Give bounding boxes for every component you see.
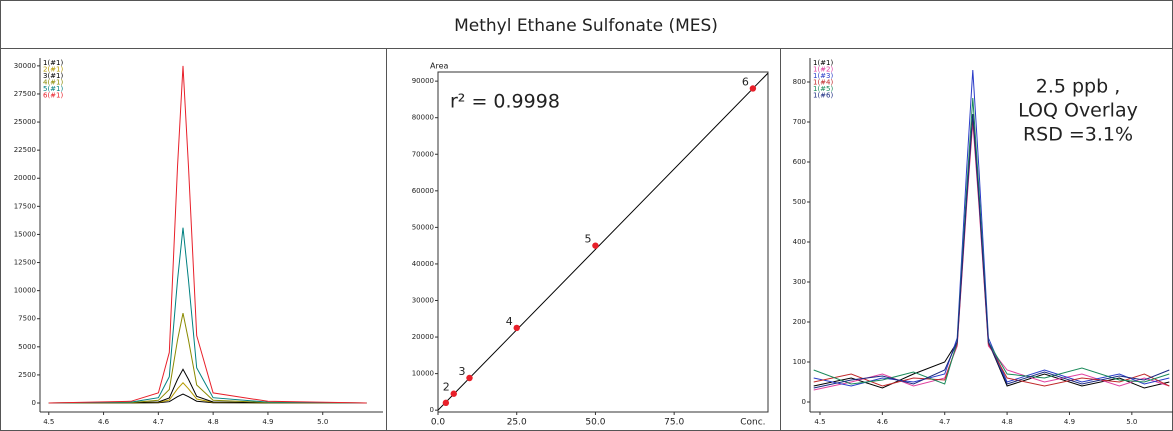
annotation: 2.5 ppb , (1036, 76, 1121, 98)
x-tick-label: 4.9 (1064, 418, 1075, 426)
y-tick-label: 22500 (14, 146, 36, 154)
y-tick-label: 800 (793, 78, 806, 86)
y-tick-label: 20000 (412, 333, 434, 341)
y-tick-label: 300 (793, 278, 806, 286)
y-tick-label: 5000 (18, 343, 36, 351)
point-label: 5 (584, 233, 591, 246)
point (749, 85, 757, 92)
y-tick-label: 27500 (14, 90, 36, 98)
x-tick-label: 5.0 (1126, 418, 1137, 426)
y-tick-label: 500 (793, 198, 806, 206)
legend-entry: 1(#1) (813, 59, 834, 67)
point-label: 4 (506, 315, 513, 328)
x-tick-label: 4.6 (877, 418, 889, 426)
legend-entry: 6(#1) (43, 92, 64, 100)
legend-entry: 3(#1) (43, 72, 64, 80)
point (450, 390, 457, 397)
y-tick-label: 400 (793, 238, 806, 246)
point (592, 242, 599, 249)
point-label: 3 (458, 365, 465, 378)
y-tick-label: 30000 (412, 296, 434, 304)
series-line (48, 313, 367, 404)
point-label: 6 (742, 75, 749, 88)
legend-entry: 1(#1) (43, 59, 64, 67)
y-tick-label: 200 (793, 318, 806, 326)
y-tick-label: 25000 (14, 118, 36, 126)
x-tick-label: 4.9 (262, 418, 273, 426)
series-line (48, 368, 367, 404)
legend-entry: 1(#4) (813, 79, 834, 87)
series-line (48, 65, 367, 404)
legend-entry: 1(#6) (813, 92, 834, 100)
x-tick-label: 50.0 (585, 418, 605, 428)
y-tick-label: 60000 (412, 187, 434, 195)
y-tick-label: 40000 (412, 260, 434, 268)
y-axis-label: Area (430, 62, 449, 71)
point (466, 374, 473, 382)
y-tick-label: 17500 (14, 202, 36, 210)
chart-title: r² = 0.9998 (450, 91, 560, 113)
plot (813, 69, 1170, 391)
series-line (813, 113, 1170, 389)
y-tick-label: 90000 (412, 77, 434, 85)
y-tick-label: 80000 (412, 114, 434, 122)
y-tick-label: 50000 (412, 223, 434, 231)
point (513, 324, 520, 332)
x-tick-label: 0.0 (431, 418, 446, 428)
y-tick-label: 30000 (14, 62, 36, 70)
series-line (813, 97, 1170, 385)
y-tick-label: 600 (793, 158, 806, 166)
y-tick-label: 12500 (14, 259, 36, 267)
x-tick-label: 4.8 (208, 418, 219, 426)
y-tick-label: 70000 (412, 150, 434, 158)
x-tick-label: 75.0 (664, 418, 684, 428)
x-axis-label: Conc. (740, 418, 765, 428)
plot (48, 65, 367, 404)
x-tick-label: 4.7 (153, 418, 164, 426)
legend-entry: 4(#1) (43, 79, 64, 87)
annotation: RSD =3.1% (1023, 124, 1133, 146)
y-tick-label: 7500 (18, 315, 36, 323)
legend-entry: 1(#5) (813, 85, 834, 93)
x-tick-label: 25.0 (507, 418, 527, 428)
y-tick-label: 700 (793, 118, 806, 126)
series-line (48, 227, 367, 404)
y-tick-label: 15000 (14, 230, 36, 238)
plot (438, 72, 768, 411)
point-label: 2 (443, 381, 450, 394)
x-tick-label: 4.6 (98, 418, 110, 426)
y-tick-label: 0 (32, 399, 36, 407)
legend-entry: 2(#1) (43, 66, 64, 74)
annotation: LOQ Overlay (1018, 100, 1138, 122)
x-tick-label: 4.7 (939, 418, 950, 426)
x-tick-label: 4.5 (43, 418, 54, 426)
legend-entry: 1(#3) (813, 72, 834, 80)
y-tick-label: 0 (430, 406, 434, 414)
y-tick-label: 100 (793, 358, 806, 366)
legend-entry: 5(#1) (43, 85, 64, 93)
y-tick-label: 20000 (14, 174, 36, 182)
x-tick-label: 4.8 (1002, 418, 1013, 426)
point (442, 399, 450, 407)
figure-title: Methyl Ethane Sulfonate (MES) (454, 16, 718, 36)
y-tick-label: 10000 (14, 287, 36, 295)
y-tick-label: 10000 (412, 370, 434, 378)
legend-entry: 1(#2) (813, 66, 834, 74)
y-tick-label: 2500 (18, 371, 36, 379)
x-tick-label: 5.0 (317, 418, 328, 426)
x-tick-label: 4.5 (814, 418, 825, 426)
y-tick-label: 0 (802, 398, 806, 406)
fit-line (438, 72, 768, 411)
